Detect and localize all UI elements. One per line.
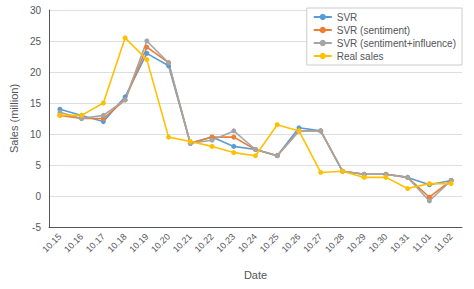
svg-text:Sales (million): Sales (million) xyxy=(8,84,20,153)
svg-text:SVR (sentiment): SVR (sentiment) xyxy=(337,25,410,36)
svg-text:15: 15 xyxy=(30,98,42,109)
svg-text:20: 20 xyxy=(30,67,42,78)
svg-text:10.16: 10.16 xyxy=(62,231,85,254)
svg-text:10.31: 10.31 xyxy=(388,231,411,254)
svg-text:10.30: 10.30 xyxy=(366,231,389,254)
svg-text:SVR (sentiment+influence): SVR (sentiment+influence) xyxy=(337,38,456,49)
svg-text:Real sales: Real sales xyxy=(337,51,384,62)
svg-text:10.21: 10.21 xyxy=(171,231,194,254)
svg-text:-5: -5 xyxy=(32,222,41,233)
svg-text:5: 5 xyxy=(35,160,41,171)
svg-text:10: 10 xyxy=(30,129,42,140)
svg-text:10.28: 10.28 xyxy=(323,231,346,254)
svg-text:11.02: 11.02 xyxy=(432,231,455,254)
svg-text:10.29: 10.29 xyxy=(345,231,368,254)
svg-text:10.24: 10.24 xyxy=(236,231,259,254)
svg-text:10.19: 10.19 xyxy=(127,231,150,254)
svg-text:Date: Date xyxy=(244,269,267,281)
svg-text:10.23: 10.23 xyxy=(214,231,237,254)
svg-text:11.01: 11.01 xyxy=(410,231,433,254)
svg-text:25: 25 xyxy=(30,36,42,47)
svg-text:10.17: 10.17 xyxy=(84,231,107,254)
svg-text:10.22: 10.22 xyxy=(193,231,216,254)
svg-text:30: 30 xyxy=(30,5,42,16)
svg-text:10.15: 10.15 xyxy=(40,231,63,254)
svg-text:10.20: 10.20 xyxy=(149,231,172,254)
svg-text:10.18: 10.18 xyxy=(106,231,129,254)
svg-text:10.26: 10.26 xyxy=(280,231,303,254)
svg-text:SVR: SVR xyxy=(337,12,358,23)
svg-text:10.25: 10.25 xyxy=(258,231,281,254)
svg-text:10.27: 10.27 xyxy=(301,231,324,254)
svg-text:0: 0 xyxy=(35,191,41,202)
